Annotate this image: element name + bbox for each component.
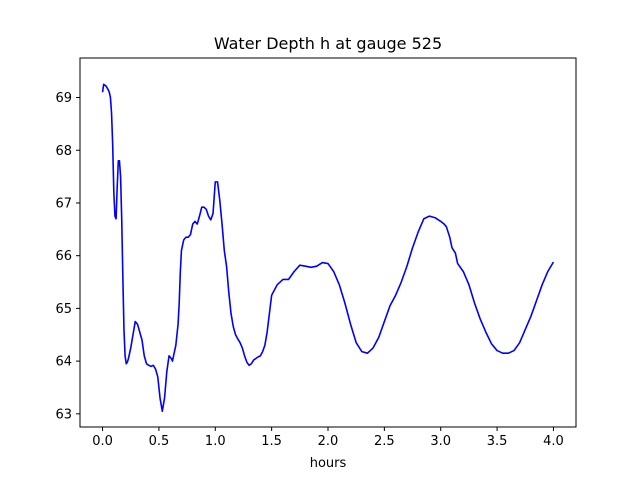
chart-title: Water Depth h at gauge 525 [214,34,442,53]
y-tick-label: 64 [55,355,72,370]
y-tick-label: 68 [55,144,72,159]
x-tick-label: 0.0 [92,434,113,449]
x-tick-label: 1.5 [261,434,282,449]
x-tick-label: 3.0 [430,434,451,449]
y-axis-ticks: 63 64 65 66 67 68 69 [55,91,80,422]
x-axis-label: hours [310,456,347,471]
y-tick-label: 67 [55,196,72,211]
x-tick-label: 1.0 [205,434,226,449]
x-axis-ticks: 0.0 0.5 1.0 1.5 2.0 2.5 3.0 3.5 4.0 [92,427,564,449]
x-tick-label: 2.0 [318,434,339,449]
y-tick-label: 66 [55,249,72,264]
x-tick-label: 3.5 [487,434,508,449]
x-tick-label: 2.5 [374,434,395,449]
x-tick-label: 4.0 [543,434,564,449]
y-tick-label: 65 [55,302,72,317]
plot-area [101,83,555,412]
y-tick-label: 69 [55,91,72,106]
x-tick-label: 0.5 [149,434,170,449]
series-line-0 [101,83,555,412]
plot-frame [79,57,577,428]
y-tick-label: 63 [55,407,72,422]
